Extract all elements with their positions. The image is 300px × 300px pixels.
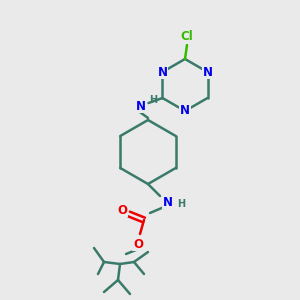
Text: N: N: [202, 65, 212, 79]
Text: N: N: [158, 65, 167, 79]
Text: Cl: Cl: [181, 31, 194, 44]
Text: O: O: [117, 203, 127, 217]
Text: H: H: [149, 95, 158, 105]
Text: O: O: [133, 238, 143, 250]
Text: N: N: [136, 100, 146, 112]
Text: N: N: [180, 104, 190, 118]
Text: H: H: [177, 199, 185, 209]
Text: N: N: [163, 196, 173, 208]
